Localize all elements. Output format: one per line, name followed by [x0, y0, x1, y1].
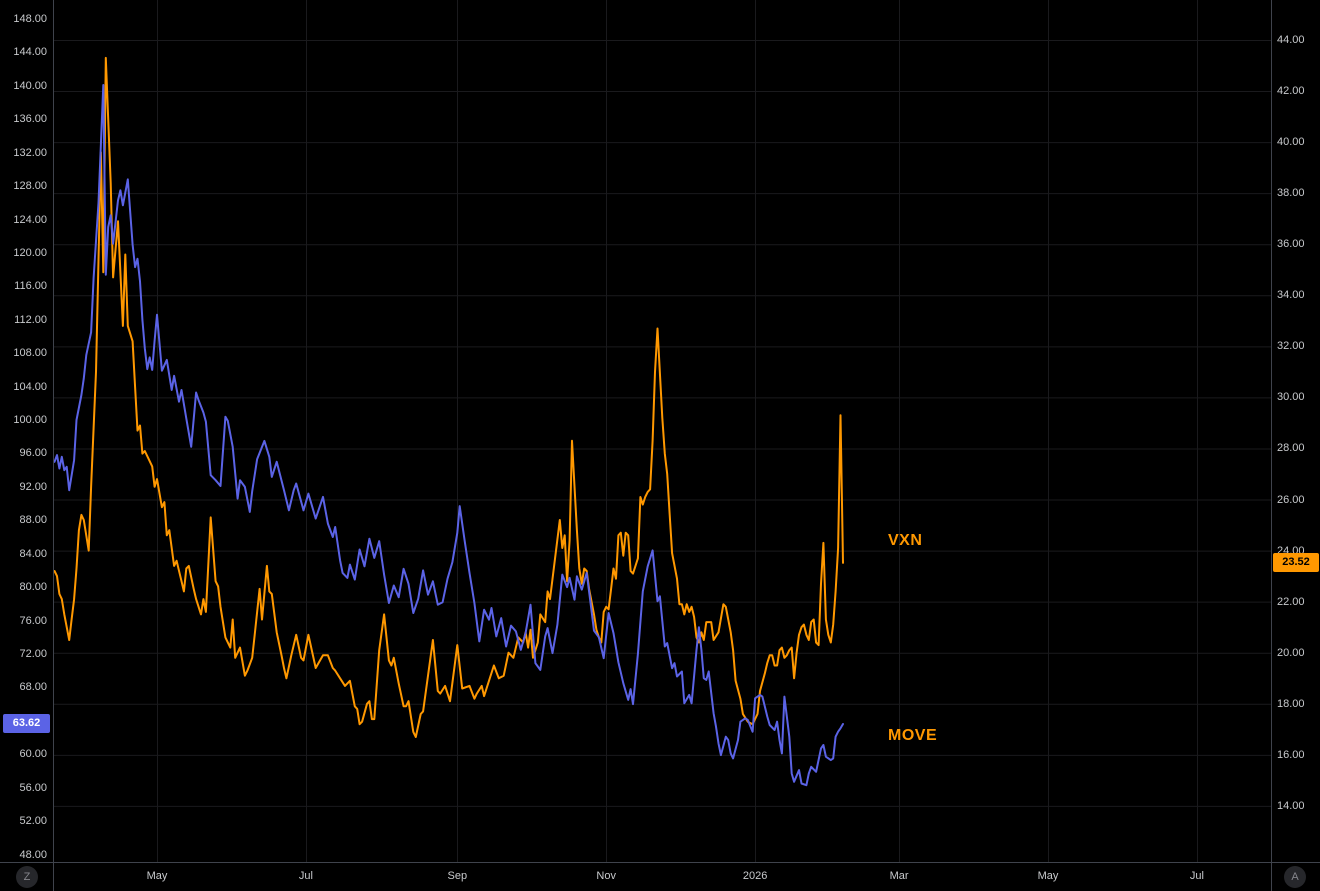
right-axis-tick: 36.00 [1277, 238, 1305, 251]
time-axis-tick: Jul [1189, 870, 1204, 882]
vxn-line [53, 56, 844, 738]
left-axis-tick: 104.00 [13, 380, 47, 393]
right-axis-tick: 22.00 [1277, 595, 1305, 608]
time-axis-tick: 2026 [742, 870, 768, 882]
time-axis-tick: May [146, 870, 168, 882]
right-axis-tick: 32.00 [1277, 340, 1305, 353]
right-axis-tick: 34.00 [1277, 289, 1305, 302]
right-axis-tick: 28.00 [1277, 442, 1305, 455]
right-axis-tick: 26.00 [1277, 493, 1305, 506]
right-axis-tick: 40.00 [1277, 136, 1305, 149]
left-axis-tick: 140.00 [13, 79, 47, 92]
left-axis-tick: 132.00 [13, 146, 47, 159]
left-axis-tick: 112.00 [14, 313, 47, 326]
move-line [53, 84, 844, 787]
left-axis-tick: 92.00 [19, 480, 47, 493]
left-axis-tick: 84.00 [19, 547, 47, 560]
left-axis-tick: 124.00 [13, 213, 47, 226]
left-axis-tick: 56.00 [19, 781, 47, 794]
time-axis-tick: May [1037, 870, 1059, 882]
time-axis[interactable]: May Jul Sep Nov 2026 Mar May Jul [0, 863, 1320, 891]
right-axis-tick: 44.00 [1277, 34, 1305, 46]
right-price-axis[interactable]: 44.00 42.00 40.00 38.00 36.00 34.00 32.00 30.00… [1272, 0, 1320, 862]
move-series-label[interactable]: MOVE [888, 727, 938, 744]
left-axis-tick: 76.00 [19, 614, 47, 627]
left-axis-tick: 72.00 [19, 647, 47, 660]
left-price-axis[interactable]: 148.00 144.00 140.00 136.00 132.00 128.00 124.… [0, 0, 53, 862]
left-axis-tick: 52.00 [19, 815, 47, 828]
left-axis-tick: 120.00 [13, 246, 47, 259]
left-axis-tick: 80.00 [19, 581, 47, 594]
right-axis-tick: 18.00 [1277, 697, 1305, 710]
time-axis-tick: Sep [447, 870, 468, 882]
vxn-series-label[interactable]: VXN [888, 532, 923, 549]
right-axis-tick: 14.00 [1277, 799, 1305, 812]
left-axis-tick: 68.00 [19, 681, 47, 694]
move-price-label: 63.62 [3, 714, 50, 734]
left-axis-tick: 116.00 [14, 280, 47, 293]
left-axis-tick: 128.00 [13, 180, 47, 193]
time-axis-tick: Nov [596, 870, 616, 882]
right-axis-tick: 20.00 [1277, 646, 1305, 659]
right-axis-tick: 16.00 [1277, 748, 1305, 761]
left-axis-tick: 100.00 [13, 414, 47, 427]
auto-scale-button[interactable]: A [1284, 866, 1306, 888]
left-axis-tick: 88.00 [19, 514, 47, 527]
right-axis-tick: 42.00 [1277, 85, 1305, 98]
right-axis-tick: 30.00 [1277, 391, 1305, 404]
time-axis-tick: Jul [298, 870, 313, 882]
left-axis-tick: 96.00 [19, 447, 47, 460]
left-axis-tick: 60.00 [19, 748, 47, 761]
left-axis-tick: 48.00 [19, 848, 47, 861]
left-axis-tick: 136.00 [13, 113, 47, 126]
vxn-price-label: 23.52 [1273, 553, 1319, 573]
right-axis-tick: 38.00 [1277, 187, 1305, 200]
left-axis-tick: 148.00 [13, 13, 47, 25]
time-axis-tick: Mar [889, 870, 909, 882]
left-axis-tick: 108.00 [13, 347, 47, 360]
timezone-button[interactable]: Z [16, 866, 38, 888]
left-axis-tick: 144.00 [13, 46, 47, 59]
